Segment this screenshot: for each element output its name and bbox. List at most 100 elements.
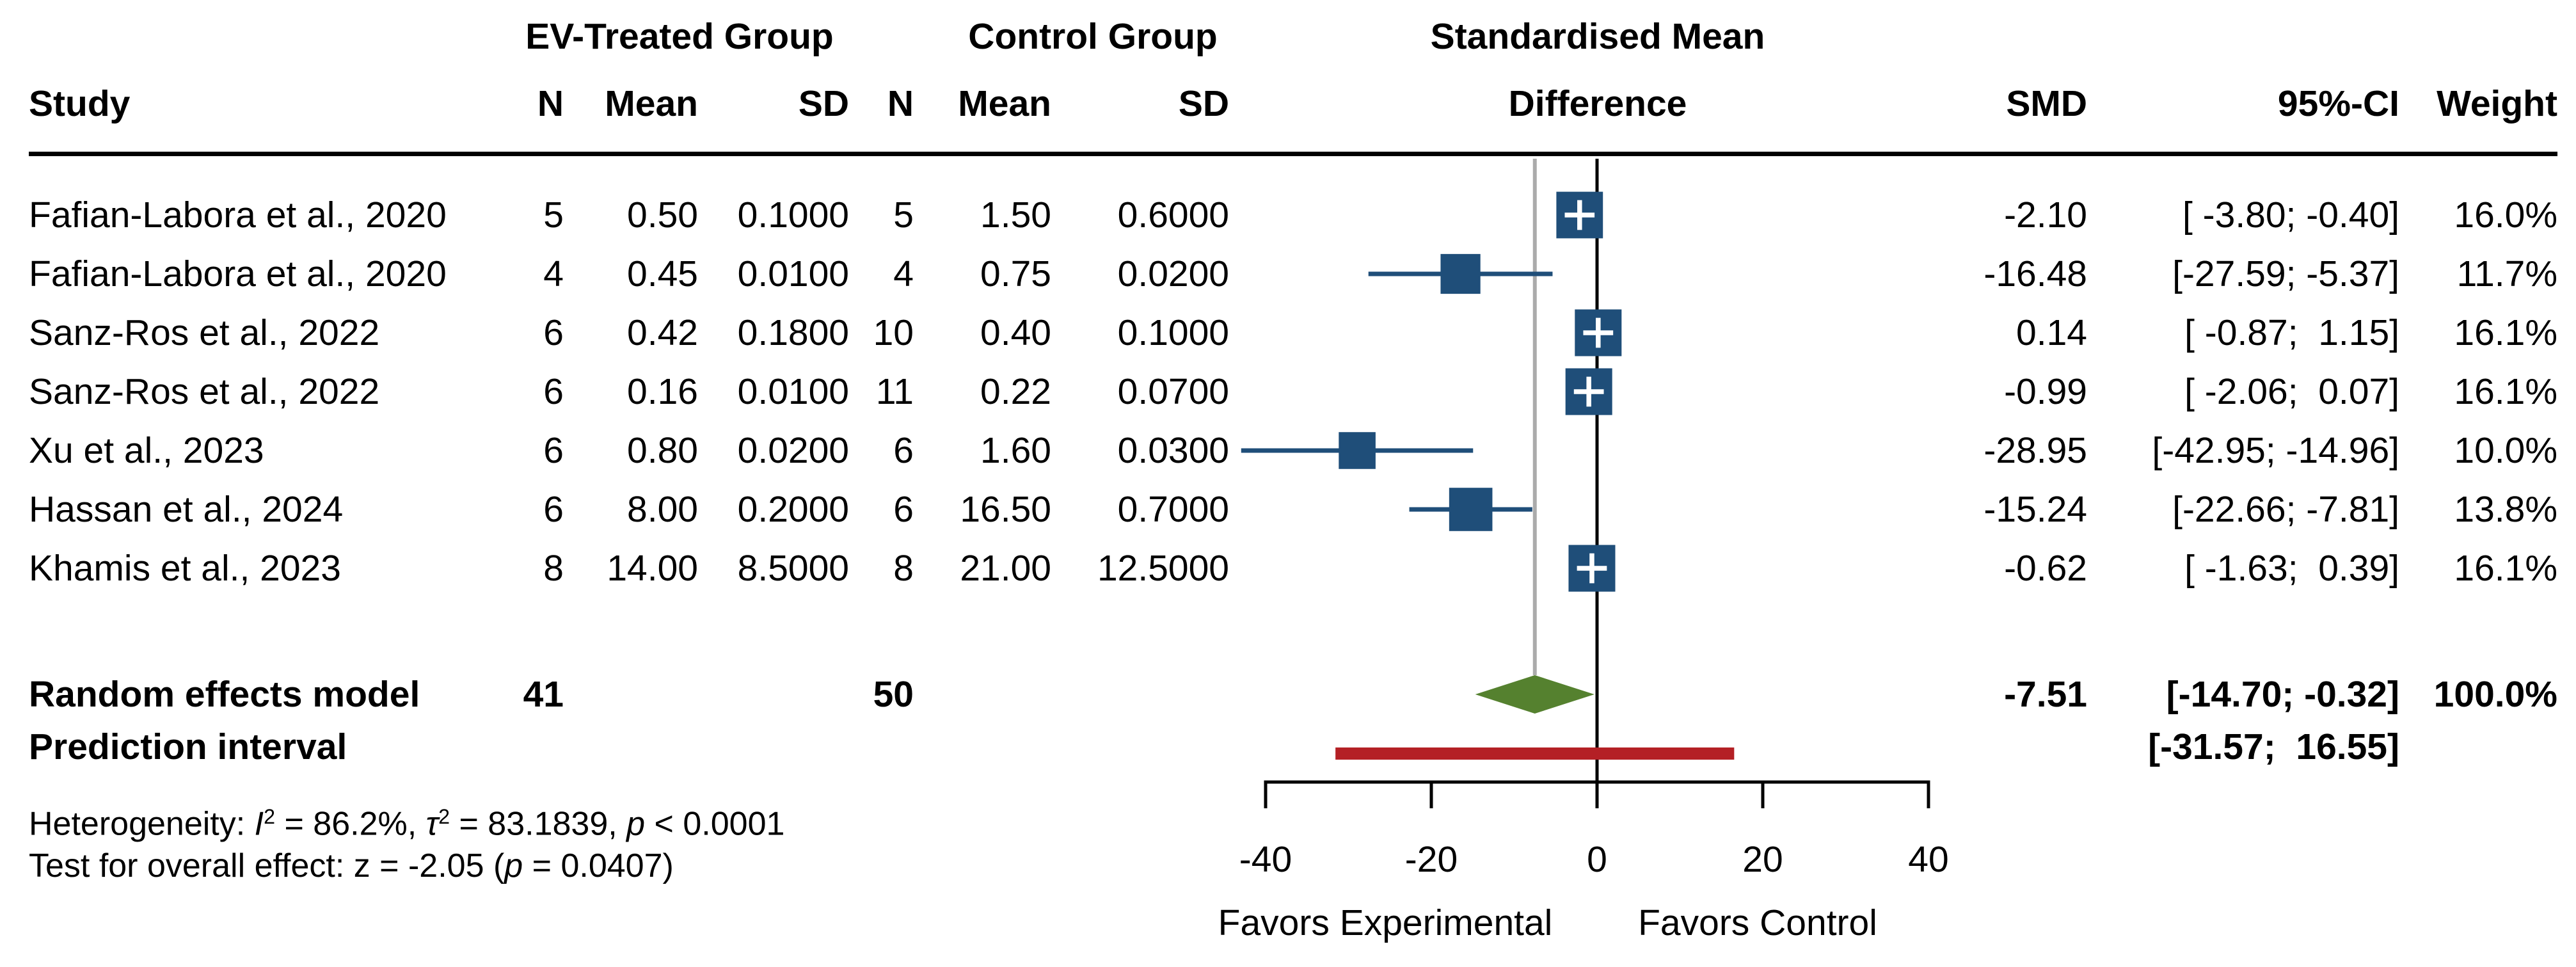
- header-rule: [29, 152, 2557, 156]
- footnote-segment: p: [504, 847, 523, 884]
- favors-control-label: Favors Control: [1638, 902, 1877, 943]
- x-axis-tick: [1429, 782, 1433, 808]
- prediction-label: Prediction interval: [29, 726, 347, 767]
- x-axis-tick: [1761, 782, 1765, 808]
- prediction-interval-bar: [1335, 747, 1735, 760]
- footnote-segment: Heterogeneity:: [29, 805, 255, 843]
- treated-mean: 0.16: [627, 371, 698, 412]
- treated-sd: 0.1800: [737, 312, 849, 353]
- treated-sd: 8.5000: [737, 548, 849, 589]
- square-plus-icon: [1596, 317, 1601, 348]
- treated-mean: 0.45: [627, 253, 698, 294]
- control-n: 5: [893, 195, 914, 236]
- study-ci: [ -2.06; 0.07]: [2184, 371, 2399, 412]
- footnote-segment: = 86.2%,: [275, 805, 426, 843]
- control-mean: 1.60: [980, 430, 1051, 471]
- pooled-diamond: [1475, 675, 1594, 714]
- control-n: 10: [873, 312, 914, 353]
- study-smd: -0.62: [2004, 548, 2087, 589]
- control-sd: 0.1000: [1117, 312, 1229, 353]
- x-axis-tick-label: -20: [1404, 839, 1458, 880]
- study-weight: 10.0%: [2454, 430, 2557, 471]
- summary-n-control: 50: [873, 674, 914, 715]
- col-header-sd-treated: SD: [798, 83, 849, 124]
- study-weight: 11.7%: [2456, 253, 2557, 294]
- footnote-segment: 2: [438, 805, 450, 828]
- treated-mean: 0.80: [627, 430, 698, 471]
- effect-square: [1440, 253, 1481, 294]
- control-mean: 0.40: [980, 312, 1051, 353]
- study-weight: 16.1%: [2454, 371, 2557, 412]
- study-smd: -0.99: [2004, 371, 2087, 412]
- heterogeneity-note: Heterogeneity: I2 = 86.2%, τ2 = 83.1839,…: [29, 799, 784, 842]
- control-n: 11: [875, 371, 914, 412]
- treated-n: 6: [543, 489, 564, 530]
- study-name: Hassan et al., 2024: [29, 489, 344, 530]
- control-n: 6: [893, 430, 914, 471]
- x-axis-tick: [1595, 782, 1599, 808]
- footnote-segment: < 0.0001: [645, 805, 785, 843]
- control-sd: 12.5000: [1097, 548, 1229, 589]
- treated-mean: 8.00: [627, 489, 698, 530]
- study-smd: -28.95: [1984, 430, 2087, 471]
- treated-mean: 0.42: [627, 312, 698, 353]
- control-mean: 0.75: [980, 253, 1051, 294]
- study-ci: [-22.66; -7.81]: [2172, 489, 2399, 530]
- study-ci: [-42.95; -14.96]: [2152, 430, 2399, 471]
- footnote-segment: τ: [425, 805, 439, 843]
- study-smd: -2.10: [2004, 195, 2087, 236]
- treated-n: 6: [543, 312, 564, 353]
- pooled-estimate-line: [1532, 159, 1537, 675]
- footnote-segment: p: [626, 805, 646, 843]
- effect-square: [1339, 432, 1376, 469]
- zero-line: [1595, 159, 1599, 808]
- footnote-segment: I: [254, 805, 264, 843]
- control-mean: 1.50: [980, 195, 1051, 236]
- study-name: Xu et al., 2023: [29, 430, 264, 471]
- x-axis-tick-label: 0: [1587, 839, 1607, 880]
- study-smd: 0.14: [2016, 312, 2087, 353]
- col-header-effect-line1: Standardised Mean: [1430, 16, 1765, 57]
- footnote-segment: 2: [264, 805, 276, 828]
- col-header-sd-control: SD: [1178, 83, 1229, 124]
- x-axis-tick: [1264, 782, 1268, 808]
- favors-experimental-label: Favors Experimental: [1218, 902, 1553, 943]
- summary-weight: 100.0%: [2433, 674, 2557, 715]
- footnote-segment: = 83.1839,: [450, 805, 627, 843]
- study-weight: 13.8%: [2454, 489, 2557, 530]
- col-header-effect-line2: Difference: [1508, 83, 1687, 124]
- col-header-n-control: N: [887, 83, 914, 124]
- control-n: 8: [893, 548, 914, 589]
- overall-effect-note: Test for overall effect: z = -2.05 (p = …: [29, 849, 674, 883]
- control-sd: 0.0200: [1117, 253, 1229, 294]
- prediction-ci: [-31.57; 16.55]: [2148, 726, 2399, 767]
- square-plus-icon: [1586, 376, 1591, 407]
- study-weight: 16.1%: [2454, 312, 2557, 353]
- treated-n: 4: [543, 253, 564, 294]
- treated-mean: 0.50: [627, 195, 698, 236]
- x-axis-tick-label: 20: [1742, 839, 1783, 880]
- study-ci: [-27.59; -5.37]: [2172, 253, 2399, 294]
- control-sd: 0.6000: [1117, 195, 1229, 236]
- study-name: Sanz-Ros et al., 2022: [29, 371, 380, 412]
- col-header-weight: Weight: [2437, 83, 2557, 124]
- control-mean: 21.00: [960, 548, 1051, 589]
- summary-smd: -7.51: [2004, 674, 2087, 715]
- summary-ci: [-14.70; -0.32]: [2166, 674, 2399, 715]
- study-ci: [ -0.87; 1.15]: [2184, 312, 2399, 353]
- treated-sd: 0.0100: [737, 253, 849, 294]
- x-axis-tick-label: 40: [1908, 839, 1949, 880]
- footnote-segment: Test for overall effect: z = -2.05 (: [29, 847, 505, 884]
- treated-sd: 0.1000: [737, 195, 849, 236]
- control-sd: 0.0300: [1117, 430, 1229, 471]
- col-header-n-treated: N: [537, 83, 564, 124]
- treated-sd: 0.0100: [737, 371, 849, 412]
- control-sd: 0.7000: [1117, 489, 1229, 530]
- col-header-control-group: Control Group: [968, 16, 1218, 57]
- study-name: Fafian-Labora et al., 2020: [29, 195, 447, 236]
- x-axis-tick: [1927, 782, 1930, 808]
- study-smd: -16.48: [1984, 253, 2087, 294]
- study-name: Sanz-Ros et al., 2022: [29, 312, 380, 353]
